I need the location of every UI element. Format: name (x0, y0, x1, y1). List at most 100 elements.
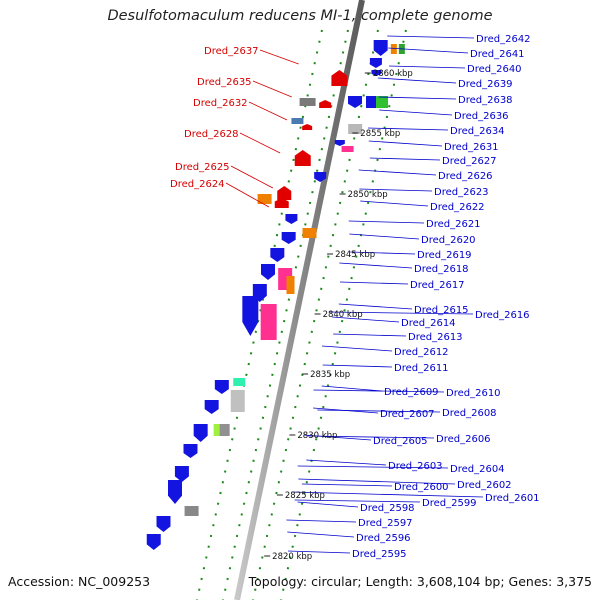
gene-features (146, 40, 405, 550)
gene-block-41[interactable] (184, 506, 199, 516)
gene-block-27[interactable] (286, 276, 295, 294)
gene-arrow-40[interactable] (168, 480, 182, 504)
forward-gene-label[interactable]: Dred_2596 (356, 533, 411, 544)
gene-block-36[interactable] (219, 424, 230, 436)
gene-block-22[interactable] (302, 228, 317, 238)
forward-gene-label[interactable]: Dred_2608 (442, 408, 497, 419)
forward-gene-label[interactable]: Dred_2606 (436, 434, 491, 445)
forward-gene-label[interactable]: Dred_2598 (360, 503, 415, 514)
leader-forward-5 (379, 109, 453, 116)
gene-arrow-8[interactable] (348, 96, 362, 108)
forward-gene-label[interactable]: Dred_2619 (417, 250, 472, 261)
gene-arrow-21[interactable] (285, 214, 298, 224)
forward-gene-label[interactable]: Dred_2597 (358, 518, 413, 529)
forward-gene-label[interactable]: Dred_2601 (485, 493, 540, 504)
forward-gene-label[interactable]: Dred_2607 (380, 409, 435, 420)
gene-arrow-18[interactable] (277, 186, 292, 200)
leader-forward-21 (322, 345, 393, 352)
forward-gene-label[interactable]: Dred_2618 (414, 264, 469, 275)
map-title: Desulfotomaculum reducens MI-1, complete… (107, 8, 493, 24)
kbp-label-8: 2820 kbp (272, 552, 312, 562)
gene-block-9[interactable] (366, 96, 376, 108)
forward-gene-label[interactable]: Dred_2611 (394, 363, 449, 374)
forward-gene-label[interactable]: Dred_2626 (438, 171, 493, 182)
gene-block-19[interactable] (257, 194, 272, 204)
gene-arrow-29[interactable] (242, 296, 259, 336)
gene-arrow-23[interactable] (281, 232, 296, 244)
gene-arrow-7[interactable] (319, 100, 332, 108)
forward-gene-label[interactable]: Dred_2609 (384, 387, 439, 398)
forward-gene-label[interactable]: Dred_2622 (430, 202, 485, 213)
reverse-gene-label[interactable]: Dred_2632 (193, 98, 248, 109)
forward-gene-label[interactable]: Dred_2614 (401, 318, 456, 329)
gene-block-35[interactable] (213, 424, 222, 436)
reverse-gene-label[interactable]: Dred_2625 (175, 162, 230, 173)
leader-forward-31 (298, 478, 456, 485)
gene-arrow-5[interactable] (331, 70, 348, 86)
gene-arrow-37[interactable] (193, 424, 208, 442)
gene-block-1[interactable] (390, 44, 397, 54)
chromosome-backbone (234, 0, 365, 600)
forward-gene-label[interactable]: Dred_2623 (434, 187, 489, 198)
gene-arrow-39[interactable] (174, 466, 189, 482)
forward-gene-label[interactable]: Dred_2602 (457, 480, 512, 491)
gene-arrow-12[interactable] (302, 124, 313, 130)
forward-gene-label[interactable]: Dred_2641 (470, 49, 525, 60)
forward-gene-label[interactable]: Dred_2603 (388, 461, 443, 472)
gene-block-13[interactable] (348, 124, 363, 134)
reverse-gene-label[interactable]: Dred_2637 (204, 46, 259, 57)
forward-gene-label[interactable]: Dred_2639 (458, 79, 513, 90)
gene-block-6[interactable] (299, 98, 316, 106)
forward-gene-label[interactable]: Dred_2615 (414, 305, 469, 316)
leader-forward-32 (301, 483, 393, 487)
gene-block-31[interactable] (233, 378, 246, 386)
gene-arrow-4[interactable] (371, 70, 382, 76)
forward-gene-label[interactable]: Dred_2621 (426, 219, 481, 230)
reverse-gene-label[interactable]: Dred_2628 (184, 129, 239, 140)
forward-gene-label[interactable]: Dred_2610 (446, 388, 501, 399)
gene-arrow-16[interactable] (294, 150, 311, 166)
forward-gene-label[interactable]: Dred_2617 (410, 280, 465, 291)
forward-gene-label[interactable]: Dred_2613 (408, 332, 463, 343)
forward-gene-label[interactable]: Dred_2627 (442, 156, 497, 167)
gene-arrow-25[interactable] (261, 264, 275, 280)
forward-gene-label[interactable]: Dred_2599 (422, 498, 477, 509)
forward-gene-label[interactable]: Dred_2616 (475, 310, 530, 321)
gene-arrow-38[interactable] (183, 444, 198, 458)
leader-forward-3 (377, 77, 457, 84)
dotted-guides (196, 29, 407, 600)
gene-block-30[interactable] (260, 304, 277, 340)
forward-gene-label[interactable]: Dred_2638 (458, 95, 513, 106)
leader-forward-17 (338, 303, 413, 310)
gene-arrow-34[interactable] (204, 400, 219, 414)
leader-forward-38 (287, 550, 351, 554)
gene-arrow-43[interactable] (146, 534, 161, 550)
gene-block-33[interactable] (230, 390, 245, 412)
forward-gene-label[interactable]: Dred_2636 (454, 111, 509, 122)
forward-gene-label[interactable]: Dred_2595 (352, 549, 407, 560)
forward-gene-label[interactable]: Dred_2620 (421, 235, 476, 246)
reverse-gene-label[interactable]: Dred_2635 (197, 77, 252, 88)
forward-gene-label[interactable]: Dred_2640 (467, 64, 522, 75)
forward-gene-label[interactable]: Dred_2642 (476, 34, 531, 45)
forward-gene-label[interactable]: Dred_2631 (444, 142, 499, 153)
gene-arrow-24[interactable] (270, 248, 285, 262)
gene-arrow-17[interactable] (314, 172, 327, 182)
gene-arrow-20[interactable] (274, 198, 289, 208)
reverse-gene-label[interactable]: Dred_2624 (170, 179, 225, 190)
gene-arrow-32[interactable] (214, 380, 229, 394)
gene-arrow-14[interactable] (334, 140, 345, 146)
leader-forward-36 (286, 519, 357, 523)
gene-block-15[interactable] (341, 146, 354, 152)
forward-gene-label[interactable]: Dred_2612 (394, 347, 449, 358)
leader-forward-28 (307, 435, 435, 439)
forward-gene-label[interactable]: Dred_2600 (394, 482, 449, 493)
gene-block-11[interactable] (291, 118, 304, 124)
gene-arrow-42[interactable] (156, 516, 171, 532)
gene-block-10[interactable] (376, 96, 388, 108)
forward-gene-label[interactable]: Dred_2605 (373, 436, 428, 447)
forward-gene-label[interactable]: Dred_2604 (450, 464, 505, 475)
gene-arrow-3[interactable] (369, 58, 382, 68)
forward-gene-label[interactable]: Dred_2634 (450, 126, 505, 137)
gene-arrow-0[interactable] (373, 40, 388, 56)
